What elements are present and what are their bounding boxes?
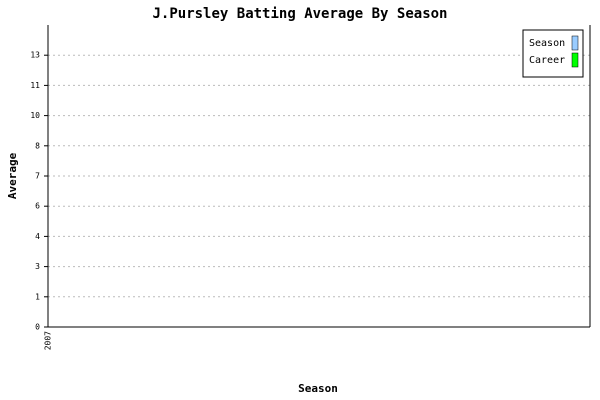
y-tick-label: 10 (30, 111, 40, 120)
y-tick-label: 13 (30, 51, 40, 60)
x-tick-label: 2007 (44, 331, 53, 350)
y-tick-label: 7 (35, 172, 40, 181)
y-tick-label: 6 (35, 202, 40, 211)
y-tick-label: 8 (35, 141, 40, 150)
legend-swatch (571, 35, 579, 51)
chart-title: J.Pursley Batting Average By Season (152, 6, 447, 22)
legend-swatch (571, 52, 579, 68)
x-axis-title: Season (298, 382, 338, 395)
y-tick-label: 4 (35, 232, 40, 241)
y-tick-label: 0 (35, 323, 40, 332)
y-tick-label: 11 (30, 81, 40, 90)
y-tick-label: 1 (35, 292, 40, 301)
y-tick-label: 3 (35, 262, 40, 271)
legend-label: Career (529, 55, 565, 66)
legend-label: Season (529, 38, 565, 49)
y-axis-title: Average (6, 152, 19, 199)
